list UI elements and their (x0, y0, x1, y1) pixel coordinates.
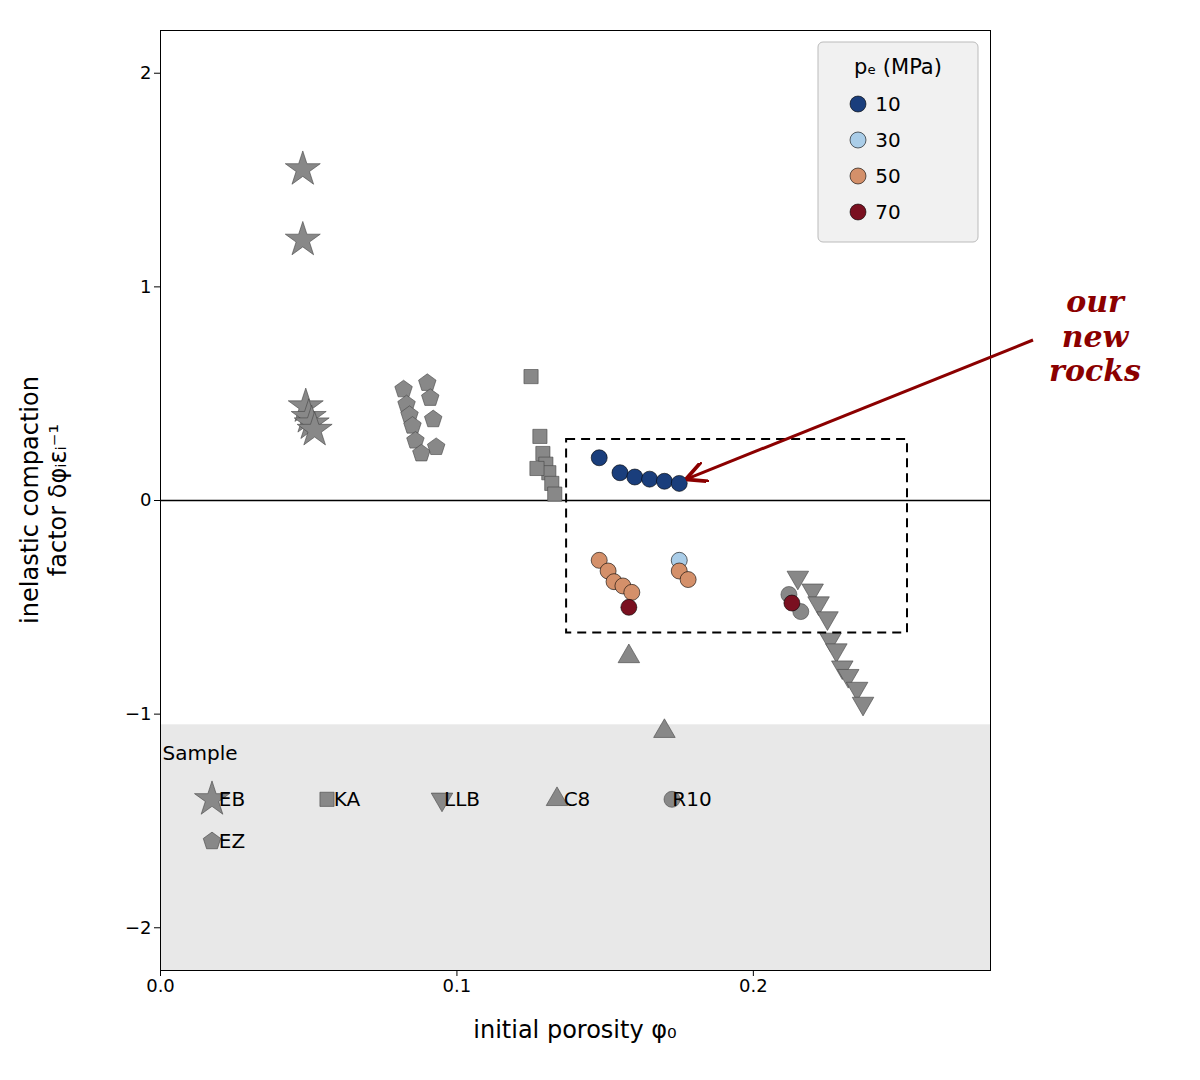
svg-text:ournewrocks: ournewrocks (1049, 284, 1141, 388)
svg-text:EZ: EZ (219, 829, 245, 853)
svg-text:pₑ (MPa): pₑ (MPa) (854, 55, 942, 79)
svg-text:0.0: 0.0 (146, 975, 175, 996)
svg-text:0.2: 0.2 (739, 975, 768, 996)
svg-text:KA: KA (334, 787, 361, 811)
svg-text:inelastic compactionfactor δφᵢ: inelastic compactionfactor δφᵢεᵢ⁻¹ (16, 376, 73, 624)
svg-text:initial porosity φ₀: initial porosity φ₀ (473, 1016, 676, 1044)
svg-text:1: 1 (140, 276, 151, 297)
svg-text:30: 30 (875, 128, 900, 152)
svg-text:50: 50 (875, 164, 900, 188)
svg-text:Sample: Sample (163, 741, 238, 765)
svg-text:10: 10 (875, 92, 900, 116)
svg-text:C8: C8 (564, 787, 591, 811)
svg-text:70: 70 (875, 200, 900, 224)
svg-text:LLB: LLB (444, 787, 480, 811)
svg-text:0.1: 0.1 (443, 975, 472, 996)
svg-text:EB: EB (219, 787, 245, 811)
svg-text:−2: −2 (125, 917, 152, 938)
svg-text:−1: −1 (125, 703, 152, 724)
svg-text:2: 2 (140, 62, 151, 83)
svg-text:R10: R10 (672, 787, 711, 811)
svg-text:0: 0 (140, 489, 151, 510)
